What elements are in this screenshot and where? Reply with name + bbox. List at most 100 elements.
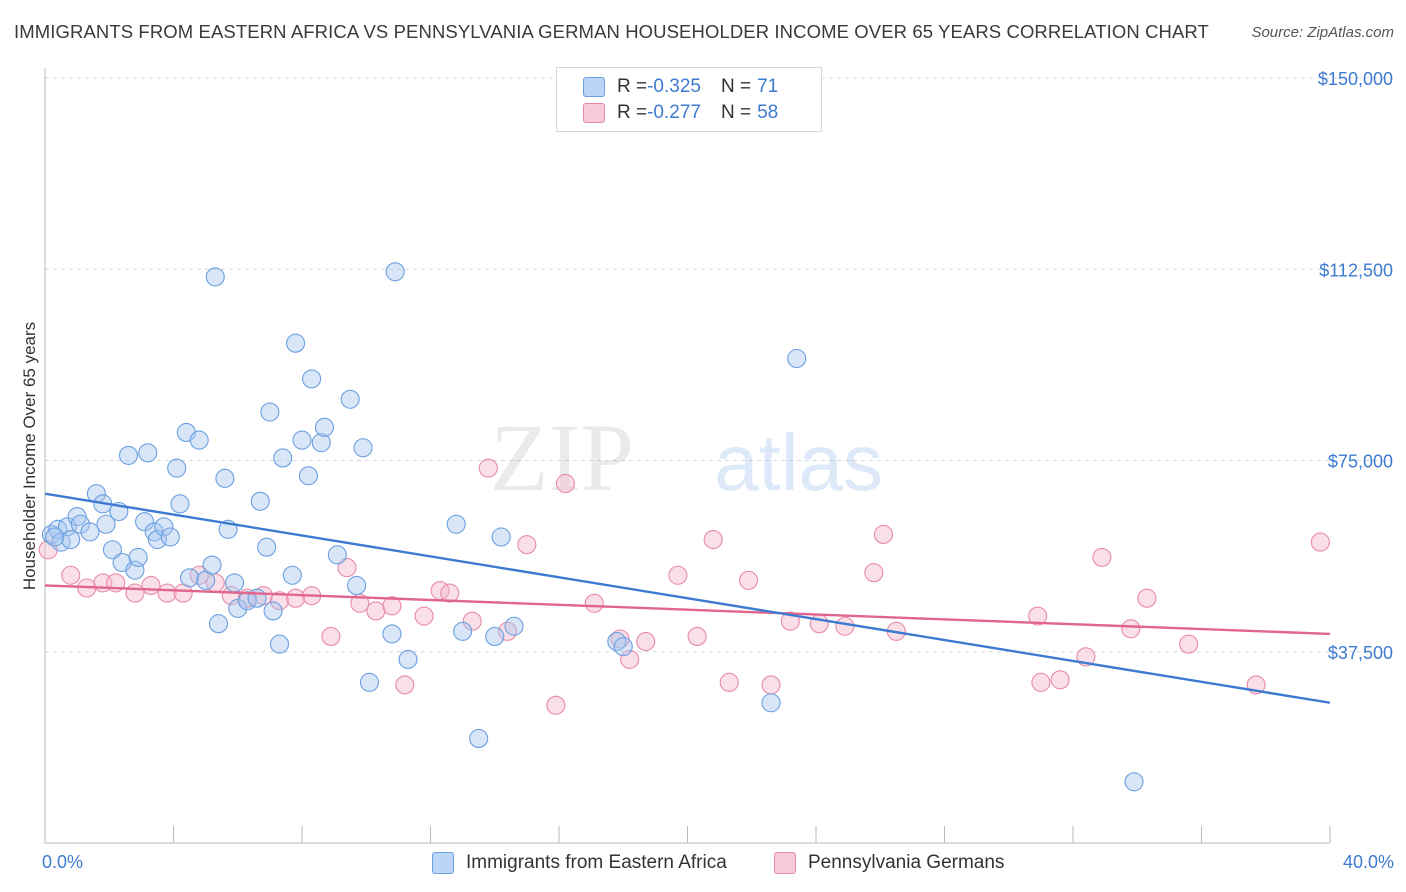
data-point	[668, 565, 688, 585]
data-point	[340, 389, 360, 409]
data-point	[835, 616, 855, 636]
watermark-zip: ZIP	[490, 404, 634, 511]
data-point	[202, 555, 222, 575]
data-point	[469, 728, 489, 749]
data-point	[719, 672, 739, 692]
correlation-legend: R = -0.325 N = 71 R = -0.277 N = 58	[556, 67, 822, 132]
axes	[44, 68, 1331, 844]
legend-n-value: 58	[757, 102, 779, 123]
data-point	[67, 507, 87, 527]
legend-r-value: -0.277	[647, 102, 701, 123]
legend-n-value: 71	[757, 76, 779, 97]
data-point	[138, 443, 158, 463]
data-point	[584, 593, 604, 613]
data-point	[498, 621, 518, 641]
data-point	[96, 514, 116, 534]
data-point	[298, 466, 318, 486]
legend-label-pennsylvania-germans: Pennsylvania Germans	[808, 852, 1005, 873]
data-point	[440, 583, 460, 603]
data-point	[128, 547, 148, 567]
data-point	[1124, 772, 1144, 792]
data-point	[462, 611, 482, 631]
data-point	[353, 438, 373, 458]
data-point	[141, 575, 161, 596]
data-point	[382, 596, 402, 616]
data-point	[478, 458, 498, 478]
data-point	[282, 565, 302, 585]
data-point	[157, 583, 177, 603]
data-point	[738, 570, 759, 590]
data-point	[687, 626, 707, 647]
data-point	[1179, 634, 1199, 654]
series-eastern-africa	[41, 262, 1144, 792]
data-point	[347, 575, 367, 596]
data-point	[257, 537, 277, 557]
data-point	[337, 558, 357, 578]
data-point	[180, 568, 200, 588]
data-point	[160, 527, 180, 547]
legend-n-label: N =	[720, 76, 752, 97]
watermark: ZIP atlas	[490, 404, 883, 511]
legend-swatch-blue	[583, 77, 605, 97]
data-point	[446, 514, 466, 534]
data-point	[761, 693, 781, 713]
data-point	[359, 672, 380, 692]
data-point	[125, 583, 145, 603]
data-point	[321, 626, 341, 647]
data-point	[1121, 619, 1141, 639]
watermark-atlas: atlas	[714, 418, 883, 507]
data-point	[286, 333, 306, 353]
data-point	[787, 348, 807, 369]
data-point	[366, 601, 386, 621]
data-point	[864, 563, 884, 583]
source-label: Source: ZipAtlas.com	[1251, 24, 1394, 41]
trend-line-pennsylvania-germans	[44, 584, 1331, 636]
legend-item-eastern-africa: Immigrants from Eastern Africa	[432, 852, 727, 874]
legend-r-value: -0.325	[647, 76, 701, 97]
data-point	[414, 606, 434, 626]
y-tick-label: $75,000	[1328, 452, 1393, 472]
x-tick-max: 40.0%	[1342, 852, 1394, 872]
legend-label-eastern-africa: Immigrants from Eastern Africa	[466, 852, 727, 873]
data-point	[70, 514, 90, 534]
data-point	[327, 545, 347, 565]
data-point	[453, 621, 473, 641]
data-point	[873, 524, 894, 545]
y-tick-label: $150,000	[1318, 69, 1393, 89]
data-point	[761, 675, 781, 695]
data-point	[382, 624, 402, 644]
data-point	[286, 588, 306, 608]
data-point	[45, 527, 65, 547]
data-point	[61, 529, 81, 550]
data-point	[247, 588, 267, 608]
data-point	[1031, 672, 1051, 692]
legend-row-series2: R = -0.277 N = 58	[583, 101, 778, 125]
legend-row-series1: R = -0.325 N = 71	[583, 75, 778, 99]
data-point	[269, 634, 290, 654]
data-point	[228, 598, 248, 618]
data-point	[118, 445, 139, 465]
trend-lines	[44, 492, 1331, 704]
data-point	[263, 601, 283, 621]
series-legend: Immigrants from Eastern Africa Pennsylva…	[0, 852, 1406, 878]
data-point	[311, 433, 331, 453]
data-point	[1028, 606, 1048, 626]
data-point	[610, 629, 630, 649]
data-point	[613, 637, 633, 657]
data-point	[269, 591, 290, 611]
data-point	[504, 616, 524, 636]
data-point	[80, 522, 100, 542]
y-tick-labels: $37,500 $75,000 $112,500 $150,000	[1318, 69, 1393, 663]
y-tick-label: $37,500	[1328, 643, 1393, 663]
legend-n-label: N =	[720, 102, 752, 123]
legend-swatch-pink	[774, 852, 796, 874]
data-point	[189, 430, 209, 450]
data-point	[135, 512, 155, 532]
series-pennsylvania-germans	[38, 458, 1330, 715]
data-point	[1092, 547, 1112, 567]
data-point	[250, 491, 270, 511]
data-point	[154, 517, 174, 537]
data-point	[1137, 588, 1157, 608]
data-point	[555, 473, 575, 494]
